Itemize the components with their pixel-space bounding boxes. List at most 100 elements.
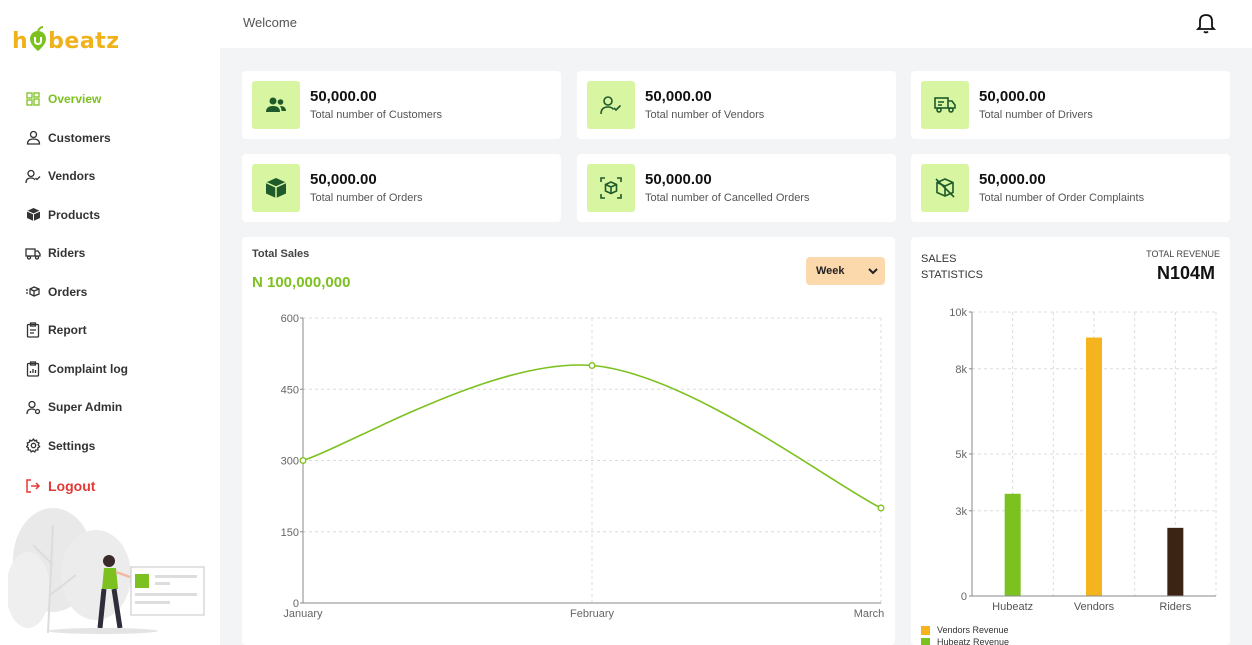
bar <box>1004 493 1021 596</box>
stat-value: 50,000.00 <box>310 88 377 105</box>
gear-icon <box>25 438 41 454</box>
stat-value: 50,000.00 <box>645 88 712 105</box>
sidebar-item-customers[interactable]: Customers <box>25 119 128 158</box>
x-tick-label: January <box>283 608 323 620</box>
clipboard-chart-icon <box>25 361 41 377</box>
total-sales-panel: Total Sales N 100,000,000 Week 0 150 300 45… <box>242 237 895 645</box>
logout-button[interactable]: Logout <box>25 467 128 506</box>
y-tick-label: 600 <box>281 313 299 325</box>
sidebar-item-vendors[interactable]: Vendors <box>25 157 128 196</box>
sidebar-item-label: Settings <box>48 438 96 453</box>
user-icon <box>25 130 41 146</box>
top-header: Welcome <box>220 0 1252 48</box>
stat-value: 50,000.00 <box>979 171 1046 188</box>
sidebar-item-label: Orders <box>48 284 88 299</box>
y-tick-label: 8k <box>955 364 967 376</box>
stat-value: 50,000.00 <box>979 88 1046 105</box>
sidebar-item-label: Riders <box>48 246 86 261</box>
legend-swatch <box>921 625 930 635</box>
sidebar-item-label: Complaint log <box>48 361 128 376</box>
stat-card-order-complaints[interactable]: 50,000.00 Total number of Order Complain… <box>911 154 1230 222</box>
x-tick-label: February <box>570 608 615 620</box>
legend-item: Hubeatz Revenue <box>921 636 1009 645</box>
sidebar-item-label: Report <box>48 323 87 338</box>
truck-icon <box>921 81 969 129</box>
stat-card-drivers[interactable]: 50,000.00 Total number of Drivers <box>911 71 1230 139</box>
legend-label: Hubeatz Revenue <box>937 637 1010 645</box>
sales-line-chart: 0 150 300 450 600 January February March <box>281 313 885 620</box>
legend-swatch <box>921 637 930 645</box>
total-revenue-value: N104M <box>1156 263 1215 283</box>
sidebar: h beatz Overview Customers Vendors Produc… <box>0 0 220 645</box>
sidebar-item-super-admin[interactable]: Super Admin <box>25 388 128 427</box>
sidebar-item-report[interactable]: Report <box>25 311 128 350</box>
y-tick-label: 0 <box>293 598 299 610</box>
data-point <box>877 504 885 512</box>
data-point <box>299 457 307 464</box>
x-tick-label: March <box>854 608 885 620</box>
stat-value: 50,000.00 <box>310 171 377 188</box>
total-revenue-label: TOTAL REVENUE <box>1146 249 1220 259</box>
stat-card-cancelled-orders[interactable]: 50,000.00 Total number of Cancelled Orde… <box>577 154 896 222</box>
x-tick-label: Riders <box>1159 601 1191 613</box>
y-tick-label: 10k <box>949 307 967 319</box>
stat-label: Total number of Customers <box>310 109 443 121</box>
y-tick-label: 3k <box>955 506 967 518</box>
y-tick-label: 450 <box>281 384 299 396</box>
sidebar-item-complaint-log[interactable]: Complaint log <box>25 350 128 389</box>
logo-pin-icon <box>28 26 48 52</box>
sidebar-item-products[interactable]: Products <box>25 196 128 235</box>
y-tick-label: 0 <box>961 591 967 603</box>
sales-statistics-panel: SALES STATISTICS TOTAL REVENUE N104M 0 3k… <box>911 237 1230 645</box>
period-select[interactable]: Week <box>806 257 885 285</box>
sidebar-item-orders[interactable]: Orders <box>25 273 128 312</box>
stat-card-orders[interactable]: 50,000.00 Total number of Orders <box>242 154 561 222</box>
sidebar-item-label: Super Admin <box>48 400 123 415</box>
logout-label: Logout <box>48 478 96 495</box>
legend-label: Vendors Revenue <box>937 625 1009 635</box>
sidebar-item-label: Vendors <box>48 169 96 184</box>
user-check-icon <box>25 168 41 184</box>
logout-icon <box>25 478 41 494</box>
logo-text: h beatz <box>12 26 120 54</box>
y-tick-label: 150 <box>281 527 299 539</box>
box-icon <box>25 207 41 223</box>
grid-icon <box>25 91 41 107</box>
chart-legend: Vendors Revenue Hubeatz Revenue <box>921 624 1009 645</box>
statistics-title: SALES STATISTICS <box>921 253 983 281</box>
stat-value: 50,000.00 <box>645 171 712 188</box>
admin-icon <box>25 399 41 415</box>
x-tick-label: Vendors <box>1074 601 1115 613</box>
sales-value: N 100,000,000 <box>252 274 351 291</box>
app-logo[interactable]: h beatz <box>12 14 120 54</box>
stat-label: Total number of Drivers <box>979 109 1093 121</box>
complaint-box-icon <box>921 164 969 212</box>
cancel-box-icon <box>587 164 635 212</box>
stat-card-vendors[interactable]: 50,000.00 Total number of Vendors <box>577 71 896 139</box>
y-tick-label: 300 <box>281 456 299 468</box>
users-icon <box>252 81 300 129</box>
sales-title: Total Sales <box>252 248 310 260</box>
bar <box>1167 527 1184 596</box>
sidebar-illustration <box>6 505 208 640</box>
clipboard-icon <box>25 322 41 338</box>
fast-box-icon <box>25 284 41 300</box>
x-tick-label: Hubeatz <box>992 601 1033 613</box>
sidebar-item-label: Overview <box>48 92 102 107</box>
sidebar-item-label: Products <box>48 207 101 222</box>
bar <box>1086 337 1102 596</box>
stat-label: Total number of Order Complaints <box>979 192 1145 204</box>
stat-label: Total number of Orders <box>310 192 423 204</box>
data-point <box>588 362 596 369</box>
user-check-icon <box>587 81 635 129</box>
truck-icon <box>25 245 41 261</box>
sidebar-item-overview[interactable]: Overview <box>25 80 128 119</box>
revenue-bar-chart: 0 3k 5k 8k 10k Hubeatz Vendors Riders <box>949 307 1217 613</box>
legend-item: Vendors Revenue <box>921 624 1009 636</box>
sidebar-item-settings[interactable]: Settings <box>25 427 128 466</box>
stat-label: Total number of Vendors <box>645 109 765 121</box>
stat-card-customers[interactable]: 50,000.00 Total number of Customers <box>242 71 561 139</box>
sidebar-item-riders[interactable]: Riders <box>25 234 128 273</box>
notification-bell-icon[interactable] <box>1195 12 1217 39</box>
chevron-down-icon <box>867 265 879 280</box>
